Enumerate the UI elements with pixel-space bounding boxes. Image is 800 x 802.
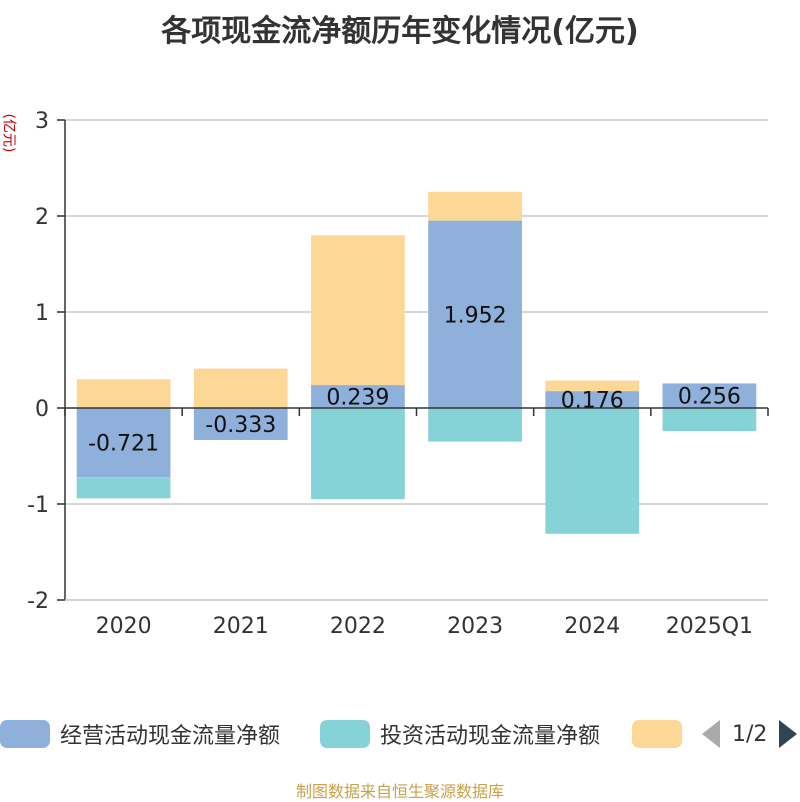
y-tick-label: -1 (27, 493, 49, 518)
bar-investing-2025Q1[interactable] (662, 408, 757, 432)
data-labels: -0.721 -0.333 0.239 1.952 0.176 0.256 (88, 303, 741, 456)
data-label-operating: 0.176 (561, 389, 624, 414)
y-tick-label: 3 (35, 109, 49, 134)
grid-lines (65, 119, 768, 601)
y-tick-label: 1 (35, 301, 49, 326)
chart-title: 各项现金流净额历年变化情况(亿元) (161, 14, 639, 49)
source-footer: 制图数据来自恒生聚源数据库 (295, 782, 504, 801)
legend-pager: 1/2 (702, 716, 798, 752)
bar-operating-2022[interactable] (311, 385, 405, 408)
bar-operating-2020[interactable] (76, 408, 171, 478)
bar-financing-2022[interactable] (311, 235, 405, 386)
x-tick-label: 2025Q1 (666, 614, 753, 639)
legend-item-operating[interactable]: 经营活动现金流量净额 (0, 716, 280, 752)
bar-operating-2023[interactable] (428, 220, 522, 408)
legend-page-indicator: 1/2 (732, 721, 768, 747)
x-tick-label: 2023 (447, 614, 503, 639)
bar-investing-2020[interactable] (76, 477, 171, 499)
bar-investing-2024[interactable] (545, 408, 640, 534)
legend-label-investing: 投资活动现金流量净额 (380, 724, 601, 749)
bar-operating-2024[interactable] (545, 391, 640, 408)
data-label-operating: -0.721 (88, 432, 159, 457)
legend-swatch-operating (0, 720, 50, 748)
legend: 经营活动现金流量净额 投资活动现金流量净额 1/2 (0, 716, 800, 752)
legend-swatch-financing (632, 720, 682, 748)
legend-prev-icon[interactable] (702, 720, 720, 748)
legend-label-operating: 经营活动现金流量净额 (60, 724, 281, 749)
data-label-operating: 0.256 (678, 385, 741, 410)
legend-item-financing[interactable] (632, 716, 692, 752)
y-tick-label: 0 (35, 397, 49, 422)
x-tick-label: 2021 (213, 614, 269, 639)
x-tick-label: 2024 (564, 614, 620, 639)
legend-item-investing[interactable]: 投资活动现金流量净额 (320, 716, 600, 752)
bar-financing-2021[interactable] (193, 368, 288, 408)
data-label-operating: 0.239 (326, 386, 389, 411)
bar-group (76, 191, 757, 534)
data-label-operating: 1.952 (444, 303, 507, 328)
y-tick-label: -2 (27, 589, 49, 614)
y-tick-label: 2 (35, 205, 49, 230)
bar-investing-2022[interactable] (311, 408, 405, 500)
data-label-operating: -0.333 (205, 413, 276, 438)
x-tick-label: 2022 (330, 614, 386, 639)
bar-operating-2021[interactable] (193, 408, 288, 440)
x-tick-label: 2020 (96, 614, 152, 639)
axes: -2 -1 0 1 2 3 2020 2021 2022 2023 2024 2025Q1 (27, 109, 769, 639)
bar-financing-2020[interactable] (76, 379, 171, 408)
bar-operating-2025Q1[interactable] (662, 383, 757, 408)
bar-financing-2024[interactable] (545, 380, 640, 392)
legend-next-icon[interactable] (779, 720, 798, 748)
bar-investing-2023[interactable] (428, 408, 522, 442)
legend-swatch-investing (320, 720, 370, 748)
bar-financing-2023[interactable] (428, 191, 522, 221)
